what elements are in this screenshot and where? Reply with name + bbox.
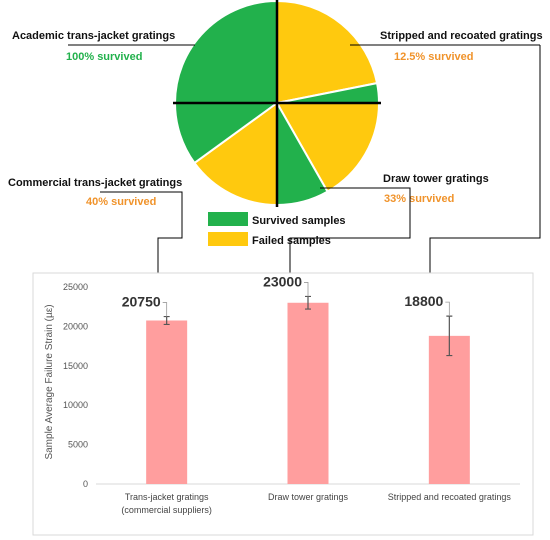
legend-label: Failed samples (252, 235, 331, 247)
pie-label-title: Draw tower gratings (383, 173, 489, 185)
connector-lines (68, 44, 541, 274)
connector-line (429, 45, 541, 274)
y-tick-label: 10000 (63, 400, 88, 410)
y-tick-label: 0 (83, 479, 88, 489)
data-label: 18800 (404, 293, 443, 309)
bar (146, 320, 188, 484)
pie-label-title: Commercial trans-jacket gratings (8, 177, 182, 189)
bar (428, 335, 470, 484)
y-tick-label: 5000 (68, 440, 88, 450)
pie-label-percent: 40% survived (86, 196, 156, 208)
data-label: 20750 (122, 294, 161, 310)
data-label-leader (304, 282, 309, 297)
pie-slice-academic-survived (173, 0, 278, 104)
connector-line (100, 191, 183, 274)
pie-label-percent: 33% survived (384, 193, 454, 205)
x-tick-label: Draw tower gratings (268, 492, 349, 502)
data-label-leader (445, 301, 450, 317)
legend-swatch-survived (208, 212, 248, 226)
legend-swatch-failed (208, 232, 248, 246)
pie-slice-commercial-failed (193, 101, 278, 207)
bar-chart: 0 5000 10000 15000 20000 25000 20750 Trans-jack… (63, 273, 520, 515)
pie-label-title: Academic trans-jacket gratings (12, 30, 175, 42)
x-tick-label: Stripped and recoated gratings (388, 492, 512, 502)
pie-labels: Academic trans-jacket gratings 100% surv… (8, 30, 543, 208)
bar (287, 302, 329, 484)
legend-label: Survived samples (252, 215, 346, 227)
y-tick-label: 20000 (63, 321, 88, 331)
y-axis-label: Sample Average Failure Strain (µε) (44, 304, 55, 459)
pie-label-percent: 100% survived (66, 51, 142, 63)
data-label-leader (162, 302, 168, 317)
pie-legend: Survived samples Failed samples (208, 212, 346, 247)
data-label: 23000 (263, 273, 302, 289)
pie-label-percent: 12.5% survived (394, 51, 474, 63)
x-tick-label: Trans-jacket gratings (commercial supplie… (121, 492, 212, 515)
pie-chart (173, 0, 381, 207)
connector-line (289, 187, 411, 274)
pie-slice-stripped-failed (276, 0, 379, 105)
y-tick-label: 15000 (63, 361, 88, 371)
pie-label-title: Stripped and recoated gratings (380, 30, 543, 42)
y-tick-label: 25000 (63, 282, 88, 292)
